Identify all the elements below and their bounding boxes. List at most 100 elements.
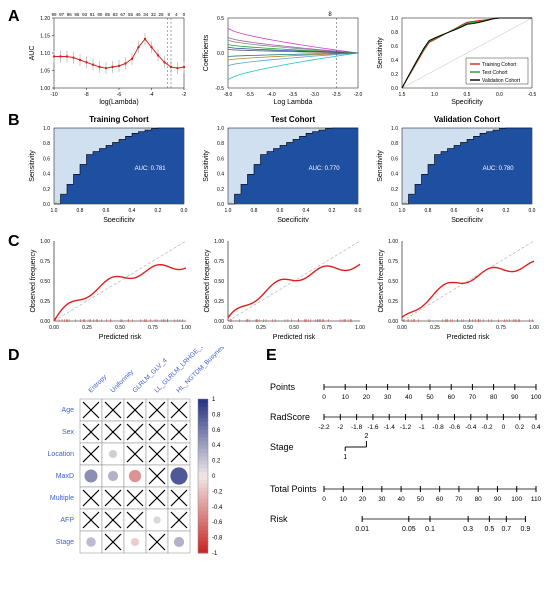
svg-text:1.15: 1.15 xyxy=(40,34,50,40)
svg-text:AFP: AFP xyxy=(60,517,74,524)
svg-text:1.0: 1.0 xyxy=(217,126,224,132)
svg-text:0.25: 0.25 xyxy=(430,325,440,331)
svg-text:1.0: 1.0 xyxy=(399,208,406,214)
svg-text:Risk: Risk xyxy=(270,514,288,524)
svg-text:2: 2 xyxy=(364,433,368,440)
svg-text:Total Points: Total Points xyxy=(270,484,317,494)
svg-text:0.5: 0.5 xyxy=(217,16,224,22)
svg-text:-10: -10 xyxy=(50,92,57,98)
svg-text:80: 80 xyxy=(475,496,483,503)
svg-text:0.4: 0.4 xyxy=(217,172,224,178)
svg-text:100: 100 xyxy=(511,496,522,503)
svg-text:1.00: 1.00 xyxy=(529,325,539,331)
svg-text:-1.2: -1.2 xyxy=(400,424,412,431)
svg-text:1.00: 1.00 xyxy=(181,325,191,331)
svg-text:-0.8: -0.8 xyxy=(212,536,223,542)
svg-text:9: 9 xyxy=(167,12,170,17)
svg-text:0.4: 0.4 xyxy=(43,172,50,178)
svg-text:0.75: 0.75 xyxy=(40,259,50,265)
svg-text:0.0: 0.0 xyxy=(217,202,224,208)
svg-text:70: 70 xyxy=(469,394,477,401)
svg-text:80: 80 xyxy=(490,394,498,401)
svg-text:0.50: 0.50 xyxy=(463,325,473,331)
svg-text:85: 85 xyxy=(105,12,111,17)
svg-text:Multiple: Multiple xyxy=(50,495,74,502)
svg-text:Location: Location xyxy=(48,451,75,458)
svg-text:90: 90 xyxy=(97,12,103,17)
lasso-cv-plot: 999796959391908583675546343225940 1.001.… xyxy=(26,8,194,106)
svg-text:-1: -1 xyxy=(419,424,425,431)
svg-text:0.2: 0.2 xyxy=(503,208,510,214)
svg-text:0.5: 0.5 xyxy=(484,526,494,533)
svg-text:30: 30 xyxy=(384,394,392,401)
svg-text:-0.2: -0.2 xyxy=(212,489,223,495)
svg-text:-8.0: -8.0 xyxy=(224,92,233,98)
svg-text:0.2: 0.2 xyxy=(212,459,221,465)
svg-text:Observed frequency: Observed frequency xyxy=(378,249,385,313)
svg-text:0.9: 0.9 xyxy=(521,526,531,533)
svg-text:0.1: 0.1 xyxy=(425,526,435,533)
svg-text:1.0: 1.0 xyxy=(51,208,58,214)
svg-text:Points: Points xyxy=(270,382,296,392)
svg-text:0: 0 xyxy=(502,424,506,431)
svg-text:Sex: Sex xyxy=(62,429,75,436)
svg-text:40: 40 xyxy=(405,394,413,401)
panel-label-d: D xyxy=(8,347,26,365)
svg-text:Predicted risk: Predicted risk xyxy=(447,334,490,341)
svg-text:10: 10 xyxy=(342,394,350,401)
a3-ylabel: Sensitivity xyxy=(377,37,384,69)
svg-text:96: 96 xyxy=(67,12,73,17)
svg-text:1.5: 1.5 xyxy=(399,92,406,98)
svg-text:0.4: 0.4 xyxy=(391,58,398,64)
calibration-plot: 0.000.250.500.751.000.000.250.500.751.00… xyxy=(200,233,368,341)
svg-text:50: 50 xyxy=(426,394,434,401)
svg-text:0.8: 0.8 xyxy=(425,208,432,214)
svg-text:0.25: 0.25 xyxy=(256,325,266,331)
panel-label-a: A xyxy=(8,8,26,26)
svg-text:0.0: 0.0 xyxy=(217,51,224,57)
row-de: D EntropyUniformityGLRLM_GLV_4LL_GLRLM_L… xyxy=(8,347,552,559)
svg-text:-1.6: -1.6 xyxy=(367,424,379,431)
svg-text:0.05: 0.05 xyxy=(402,526,416,533)
svg-text:0.4: 0.4 xyxy=(477,208,484,214)
roc-plot: Validation CohortAUC: 0.7800.00.20.40.60… xyxy=(374,112,542,227)
svg-text:60: 60 xyxy=(448,394,456,401)
svg-text:0.00: 0.00 xyxy=(49,325,59,331)
svg-text:0.25: 0.25 xyxy=(82,325,92,331)
svg-text:-3.0: -3.0 xyxy=(310,92,319,98)
svg-text:Predicted risk: Predicted risk xyxy=(99,334,142,341)
svg-text:-2.5: -2.5 xyxy=(332,92,341,98)
svg-text:1: 1 xyxy=(212,397,216,403)
a2-ylabel: Coefficients xyxy=(203,34,210,71)
svg-text:0.2: 0.2 xyxy=(155,208,162,214)
svg-text:0.6: 0.6 xyxy=(451,208,458,214)
svg-text:46: 46 xyxy=(136,12,142,17)
svg-text:34: 34 xyxy=(143,12,149,17)
svg-text:0.25: 0.25 xyxy=(214,299,224,305)
svg-text:MaxD: MaxD xyxy=(56,473,74,480)
svg-text:1.0: 1.0 xyxy=(431,92,438,98)
svg-text:Sensitivity: Sensitivity xyxy=(203,150,210,182)
svg-text:0.4: 0.4 xyxy=(212,443,221,449)
svg-text:0.0: 0.0 xyxy=(43,202,50,208)
svg-text:Entropy: Entropy xyxy=(87,373,108,394)
svg-text:99: 99 xyxy=(51,12,57,17)
svg-text:0.2: 0.2 xyxy=(217,187,224,193)
svg-text:AUC: 0.781: AUC: 0.781 xyxy=(135,166,167,172)
svg-text:20: 20 xyxy=(363,394,371,401)
svg-text:67: 67 xyxy=(120,12,126,17)
svg-text:83: 83 xyxy=(113,12,119,17)
a1-xlabel: log(Lambda) xyxy=(99,99,138,106)
svg-text:-4.0: -4.0 xyxy=(267,92,276,98)
svg-text:10: 10 xyxy=(340,496,348,503)
svg-text:91: 91 xyxy=(90,12,96,17)
svg-text:-4: -4 xyxy=(149,92,154,98)
svg-text:AUC: 0.780: AUC: 0.780 xyxy=(483,166,515,172)
svg-text:-2.2: -2.2 xyxy=(318,424,330,431)
svg-text:1.0: 1.0 xyxy=(43,126,50,132)
svg-text:-0.8: -0.8 xyxy=(433,424,445,431)
svg-text:0.2: 0.2 xyxy=(515,424,524,431)
svg-text:Specificity: Specificity xyxy=(277,217,309,222)
svg-text:90: 90 xyxy=(494,496,502,503)
svg-text:0.00: 0.00 xyxy=(223,325,233,331)
